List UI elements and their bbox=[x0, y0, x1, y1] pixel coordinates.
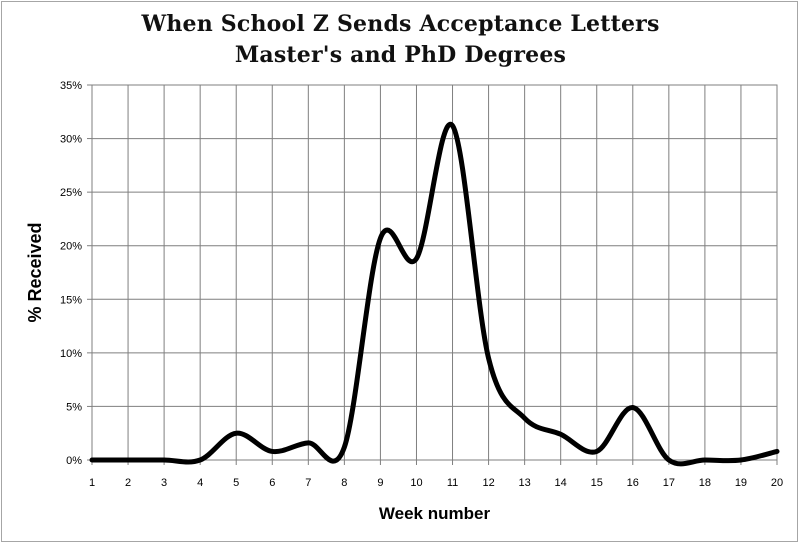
y-tick-label: 25% bbox=[60, 187, 82, 199]
series-group bbox=[89, 121, 780, 467]
y-tick-label: 20% bbox=[60, 241, 82, 253]
x-tick-label: 13 bbox=[519, 477, 531, 489]
x-tick-label: 15 bbox=[591, 477, 603, 489]
x-tick-label: 2 bbox=[125, 477, 131, 489]
x-tick-label: 20 bbox=[771, 477, 783, 489]
x-tick-label: 8 bbox=[341, 477, 347, 489]
y-tick-label: 10% bbox=[60, 348, 82, 360]
x-tick-label: 4 bbox=[197, 477, 203, 489]
chart-subtitle: Master's and PhD Degrees bbox=[234, 42, 567, 68]
x-tick-label: 11 bbox=[447, 477, 458, 489]
y-tick-label: 5% bbox=[66, 401, 82, 413]
x-tick-label: 5 bbox=[233, 477, 239, 489]
x-tick-label: 1 bbox=[89, 477, 95, 489]
plot-area bbox=[91, 84, 778, 461]
x-tick-label: 19 bbox=[735, 477, 747, 489]
y-tick-label: 30% bbox=[60, 134, 82, 146]
x-tick-label: 3 bbox=[161, 477, 167, 489]
y-tick-label: 35% bbox=[60, 80, 82, 92]
y-tick-label: 15% bbox=[60, 294, 82, 306]
chart-title: When School Z Sends Acceptance Letters bbox=[141, 11, 660, 37]
series-line bbox=[89, 121, 780, 467]
y-tick-label: 0% bbox=[66, 455, 82, 467]
y-axis-label: % Received bbox=[25, 222, 45, 322]
x-tick-label: 14 bbox=[555, 477, 567, 489]
x-tick-label: 10 bbox=[410, 477, 422, 489]
x-tick-label: 7 bbox=[305, 477, 311, 489]
x-tick-label: 18 bbox=[699, 477, 711, 489]
x-tick-label: 12 bbox=[482, 477, 494, 489]
x-axis: 1 2 3 4 5 6 7 8 9 10 11 12 13 14 15 16 17 18 19 20 bbox=[89, 460, 783, 489]
x-tick-label: 17 bbox=[663, 477, 675, 489]
gridlines bbox=[91, 84, 778, 461]
x-tick-label: 9 bbox=[377, 477, 383, 489]
y-axis: 0% 5% 10% 15% 20% 25% 30% 35% bbox=[60, 80, 92, 467]
x-tick-label: 6 bbox=[269, 477, 275, 489]
x-axis-label: Week number bbox=[379, 504, 491, 523]
x-tick-label: 16 bbox=[627, 477, 639, 489]
